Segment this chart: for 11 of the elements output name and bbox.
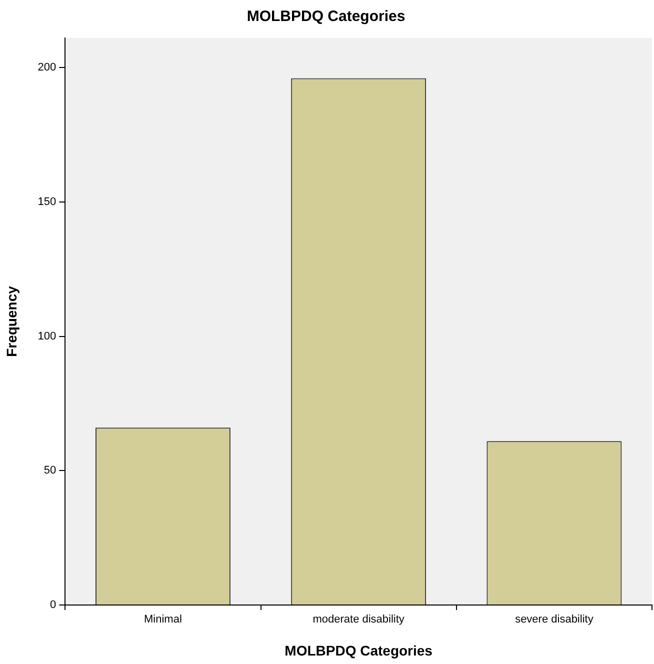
x-tick-label: moderate disability [312, 614, 405, 626]
y-tick-label: 0 [50, 599, 56, 612]
y-tick-label: 100 [38, 330, 56, 342]
y-tick-label: 200 [38, 62, 56, 74]
y-tick-label: 150 [38, 196, 56, 208]
chart-title: MOLBPDQ Categories [246, 8, 406, 26]
x-axis-title: MOLBPDQ Categories [284, 642, 433, 658]
y-axis-title: Frequency [3, 286, 20, 357]
x-tick-label: Minimal [144, 614, 182, 626]
y-tick-label: 50 [44, 464, 56, 477]
x-tick-label: severe disability [515, 614, 594, 626]
